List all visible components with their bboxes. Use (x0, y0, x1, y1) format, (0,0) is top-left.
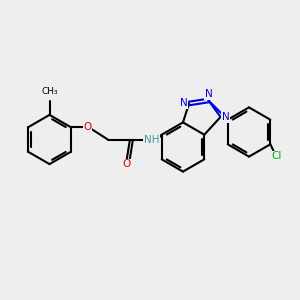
Text: Cl: Cl (271, 151, 281, 161)
Text: N: N (205, 89, 212, 99)
Text: O: O (122, 159, 130, 170)
Text: NH: NH (144, 135, 159, 145)
Text: CH₃: CH₃ (41, 87, 58, 96)
Text: N: N (180, 98, 188, 109)
Text: O: O (83, 122, 92, 132)
Text: N: N (222, 112, 230, 122)
